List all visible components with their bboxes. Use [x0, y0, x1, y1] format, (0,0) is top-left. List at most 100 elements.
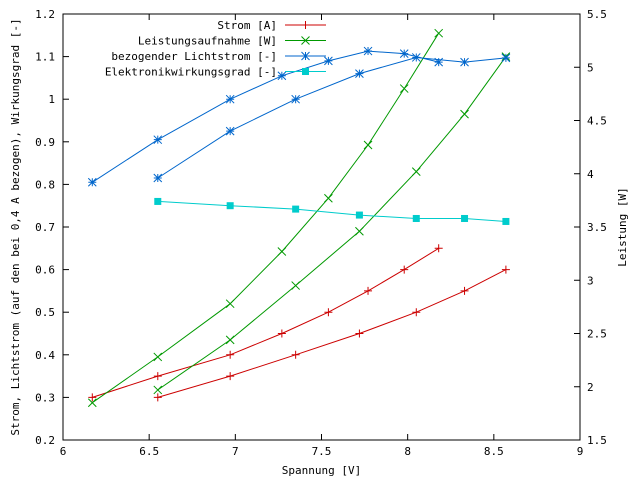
y-left-tick-label: 1.1 — [35, 51, 55, 64]
marker-stroke — [364, 286, 373, 295]
marker-stroke — [153, 393, 162, 402]
marker-stroke — [277, 71, 287, 81]
series-3-point — [412, 214, 420, 222]
series-1-point — [355, 226, 364, 236]
series-0-point — [355, 329, 364, 338]
y-left-tick-label: 0.9 — [35, 136, 55, 149]
marker-stroke — [324, 308, 333, 317]
series-0-point — [291, 350, 300, 359]
series-3-point — [292, 205, 300, 213]
marker-fill — [226, 202, 234, 210]
series-1-point — [153, 352, 163, 362]
marker-stroke — [501, 53, 511, 63]
marker-stroke — [301, 36, 310, 45]
y-left-tick-label: 0.3 — [35, 391, 55, 404]
series-3-line — [157, 200, 506, 222]
legend-label: bezogender Lichtstrom [-] — [111, 50, 277, 63]
y-right-axis-title: Leistung [W] — [616, 187, 629, 266]
series-0-point — [434, 244, 443, 253]
y-right-tick-label: 3 — [587, 274, 594, 287]
marker-fill — [461, 214, 469, 222]
y-left-tick-label: 0.7 — [35, 221, 55, 234]
axis-ticks: 6 6.5 7 7.5 8 8.5 9 0.2 0.3 0.4 0.5 0.6 0.7 0.8 0.9 1 1.… — [35, 8, 607, 458]
series-1-point — [277, 247, 287, 256]
series-2-point — [277, 71, 287, 81]
x-tick-label: 6 — [60, 445, 67, 458]
marker-stroke — [363, 140, 373, 150]
series-2-point — [434, 57, 444, 67]
x-tick-label: 8 — [404, 445, 411, 458]
marker-stroke — [225, 94, 235, 104]
marker-stroke — [411, 167, 421, 176]
marker-stroke — [434, 28, 444, 38]
series-0-line — [92, 247, 439, 398]
y-left-tick-label: 1.2 — [35, 8, 55, 21]
series-0-point — [460, 286, 469, 295]
series-1-line — [92, 32, 440, 404]
y-right-tick-label: 4 — [587, 168, 594, 181]
legend-label: Leistungsaufnahme [W] — [138, 35, 277, 48]
marker-fill — [302, 68, 309, 75]
legend-label: Elektronikwirkungsgrad [-] — [105, 66, 277, 79]
marker-stroke — [291, 281, 301, 290]
marker-stroke — [460, 109, 469, 119]
marker-stroke — [400, 265, 409, 274]
series-1-point — [291, 281, 301, 290]
series-1-point — [363, 140, 373, 150]
series-0-point — [324, 308, 333, 317]
marker-stroke — [411, 53, 421, 62]
marker-stroke — [87, 398, 97, 408]
marker-stroke — [225, 126, 235, 136]
series-2-point — [411, 53, 421, 62]
marker-stroke — [301, 21, 310, 29]
marker-stroke — [226, 350, 235, 359]
series-1-point — [434, 28, 444, 38]
series-1-point — [153, 385, 163, 395]
series-1-point — [460, 109, 469, 119]
marker-stroke — [153, 135, 163, 145]
marker-stroke — [355, 69, 364, 78]
y-left-tick-label: 1 — [48, 93, 55, 106]
y-right-tick-label: 5 — [587, 61, 594, 74]
series-3-point — [461, 214, 469, 222]
y-left-tick-label: 0.2 — [35, 434, 55, 447]
series-2-point — [324, 56, 333, 66]
marker-stroke — [291, 350, 300, 359]
series-0-point — [501, 265, 510, 274]
marker-stroke — [291, 94, 301, 104]
marker-stroke — [153, 385, 163, 395]
series-2-point — [225, 126, 235, 136]
series-2-point — [225, 94, 235, 104]
series-2-point — [153, 135, 163, 145]
y-right-tick-label: 2 — [587, 381, 594, 394]
marker-fill — [355, 211, 363, 219]
x-tick-label: 9 — [577, 445, 584, 458]
y-left-tick-label: 0.8 — [35, 178, 55, 191]
legend-swatch-marker — [301, 36, 310, 45]
marker-stroke — [355, 226, 364, 236]
x-tick-label: 7.5 — [312, 445, 332, 458]
marker-stroke — [87, 177, 97, 187]
chart-marks — [87, 28, 511, 408]
y-right-tick-label: 5.5 — [587, 8, 607, 21]
marker-fill — [154, 197, 162, 205]
marker-stroke — [88, 393, 97, 402]
y-left-tick-label: 0.6 — [35, 264, 55, 277]
marker-stroke — [225, 299, 235, 309]
marker-stroke — [153, 173, 163, 183]
series-2-point — [355, 69, 364, 78]
series-2-point — [87, 177, 97, 187]
series-0-point — [226, 350, 235, 359]
marker-stroke — [460, 286, 469, 295]
x-tick-label: 7 — [232, 445, 239, 458]
marker-stroke — [225, 335, 235, 345]
series-0-point — [364, 286, 373, 295]
series-0-point — [153, 393, 162, 402]
marker-fill — [412, 214, 420, 222]
marker-stroke — [434, 244, 443, 253]
marker-stroke — [277, 247, 287, 256]
series-0-point — [412, 308, 421, 317]
y-right-tick-label: 3.5 — [587, 221, 607, 234]
marker-stroke — [277, 329, 286, 338]
series-0-point — [88, 393, 97, 402]
